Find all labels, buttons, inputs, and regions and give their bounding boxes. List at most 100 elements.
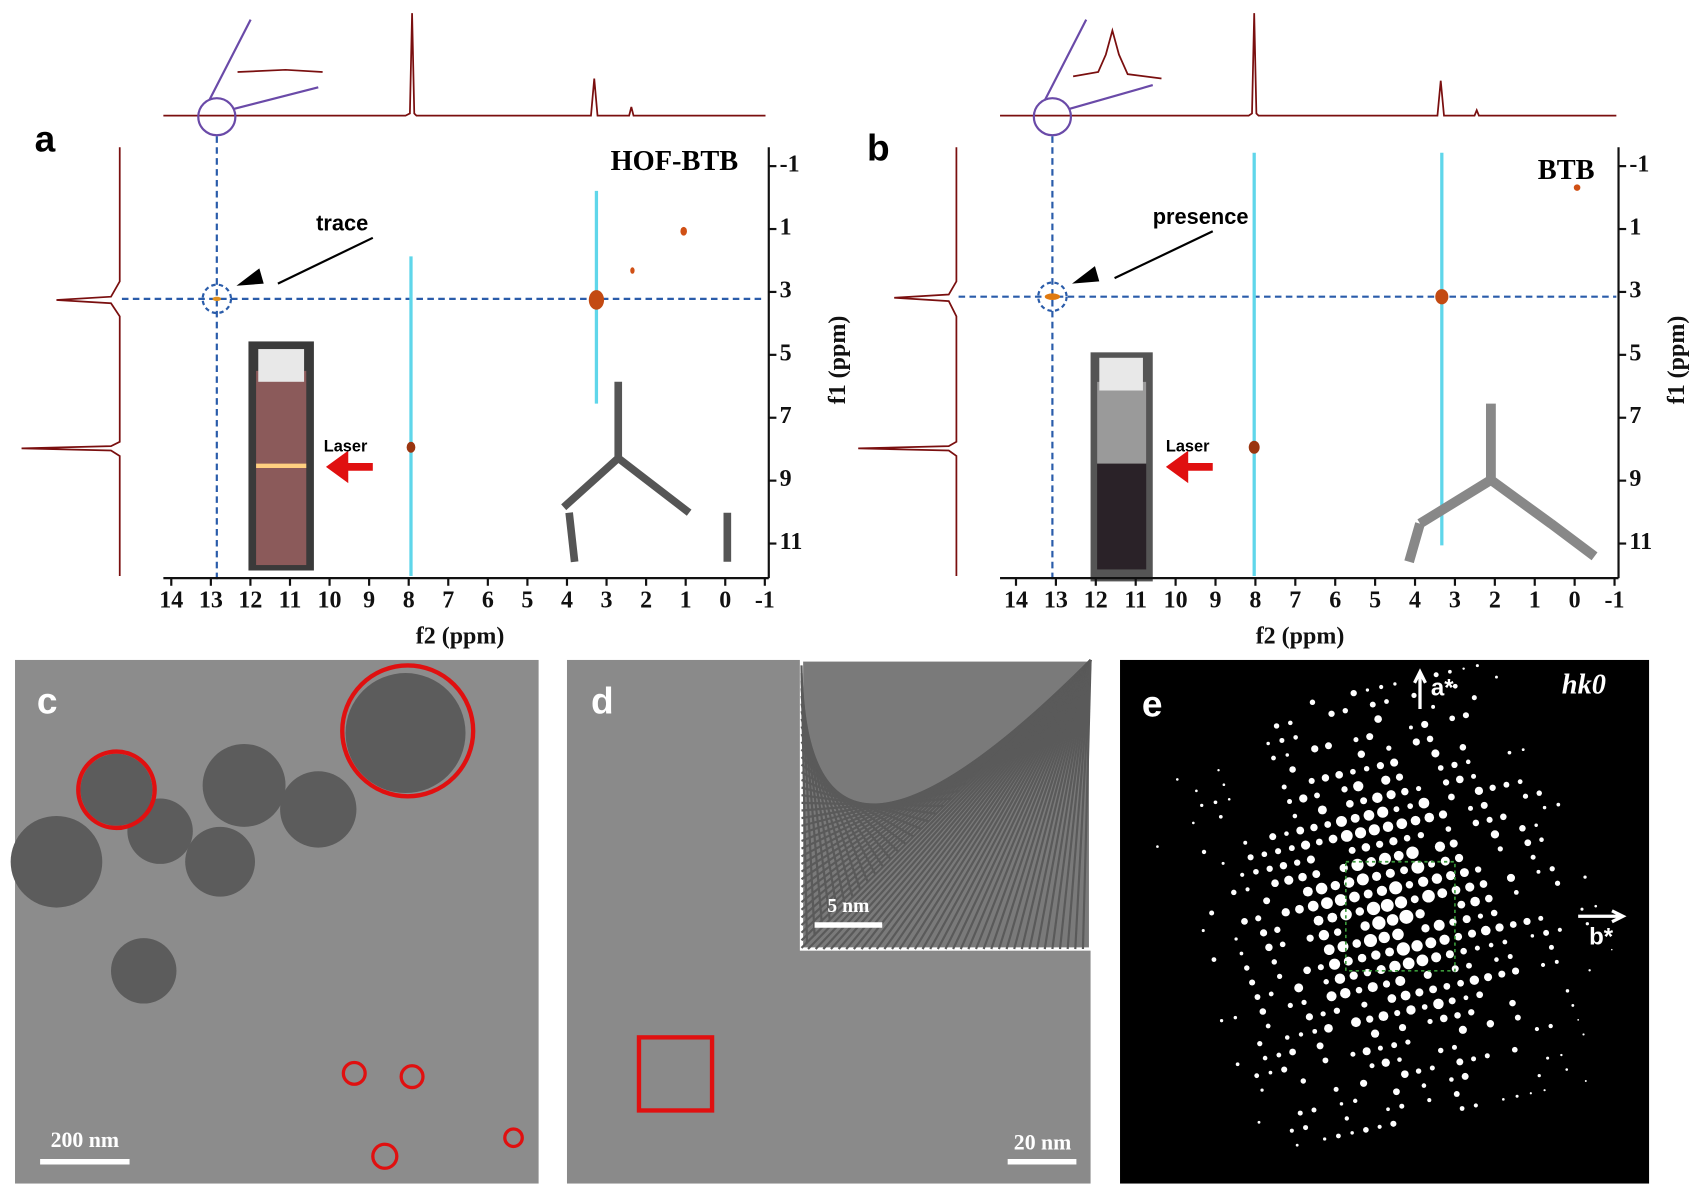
laser-arrow [1165,450,1213,484]
spot [1394,896,1408,909]
spot [1431,873,1443,884]
spot [1302,886,1313,897]
y-tick-label: 9 [780,466,792,492]
spot [1490,909,1498,917]
spot [1486,1020,1495,1028]
spot [1321,774,1330,782]
spot [1300,1078,1307,1084]
spot [1297,1110,1303,1116]
spot [1363,933,1378,948]
fringe [967,659,1092,950]
spot [1255,915,1262,922]
spot [1295,904,1304,914]
spot [1408,725,1413,730]
spot [1439,934,1450,945]
spot [1386,1107,1390,1112]
spot [1378,1011,1389,1022]
spot [1571,1003,1575,1007]
spot [1519,824,1526,832]
spot [1276,973,1283,980]
spot [1321,897,1333,909]
spot [1265,1023,1271,1029]
spot [1540,962,1546,968]
spot [1449,839,1458,848]
spot [1506,873,1516,882]
x-tick-label: 4 [561,588,573,614]
y-tick-label: 11 [1629,529,1652,555]
panel-label: e [1142,683,1163,725]
spot [1213,800,1218,805]
spot [1239,951,1244,956]
spot [1313,915,1324,926]
vial-top [1097,381,1147,464]
spot [1421,1083,1427,1088]
cross-peak [680,226,687,236]
spot [1372,916,1386,930]
spot [1360,1079,1368,1087]
spot [1311,1107,1317,1113]
vial-cap [258,349,305,382]
spot [1333,928,1342,936]
spot [1377,1124,1382,1129]
x-tick-label: 13 [199,588,223,614]
spot [1471,773,1477,779]
spot [1459,1106,1465,1111]
cross-peak [212,296,222,302]
spot [1386,914,1399,926]
spot [1393,850,1404,861]
left-projection [858,147,958,576]
spot [1427,1098,1432,1103]
spot [1200,803,1204,807]
spot [1257,1120,1261,1124]
spot [1303,1125,1309,1131]
spot [1401,1070,1409,1078]
fringe [929,659,1092,950]
spot [1548,944,1554,950]
spot [1395,975,1406,986]
spot [1511,967,1520,975]
spot [1455,775,1464,784]
spot [1537,1074,1541,1078]
spot [1363,1127,1369,1133]
spot [1534,1027,1540,1032]
spot [1484,973,1493,982]
spot [1474,866,1482,873]
spot [1469,975,1480,985]
spot [1565,1068,1569,1071]
x-tick-label: 2 [640,588,652,614]
spot [1431,749,1440,758]
panel-d [566,658,1093,1184]
spot [1294,859,1301,866]
spot [1351,1017,1361,1028]
spot [1360,797,1368,805]
spot [1306,934,1314,942]
fringe [982,659,1092,950]
spot [1387,994,1397,1003]
spot [1376,840,1384,848]
spot [1411,860,1425,874]
scale-bar-label: 5 nm [827,896,870,917]
spot [1307,900,1319,912]
spot [1366,733,1374,741]
spot [1353,781,1364,792]
spot [1351,858,1364,872]
spot [1517,779,1523,785]
spot [1451,761,1458,769]
spot [1350,689,1357,697]
spot [1337,941,1349,953]
spot [1421,924,1430,933]
spot [1456,1058,1464,1066]
spot [1497,846,1503,852]
spot [1446,871,1456,881]
y-tick-label: 1 [1629,215,1641,241]
spot [1389,960,1401,973]
spot [1454,932,1463,941]
spot [1390,1120,1397,1127]
fringe [1051,659,1092,950]
spot [1421,720,1429,729]
axis-label: a* [1431,675,1454,702]
cross-peak [1044,293,1061,300]
spot [1577,1019,1580,1021]
spot [1195,789,1198,793]
